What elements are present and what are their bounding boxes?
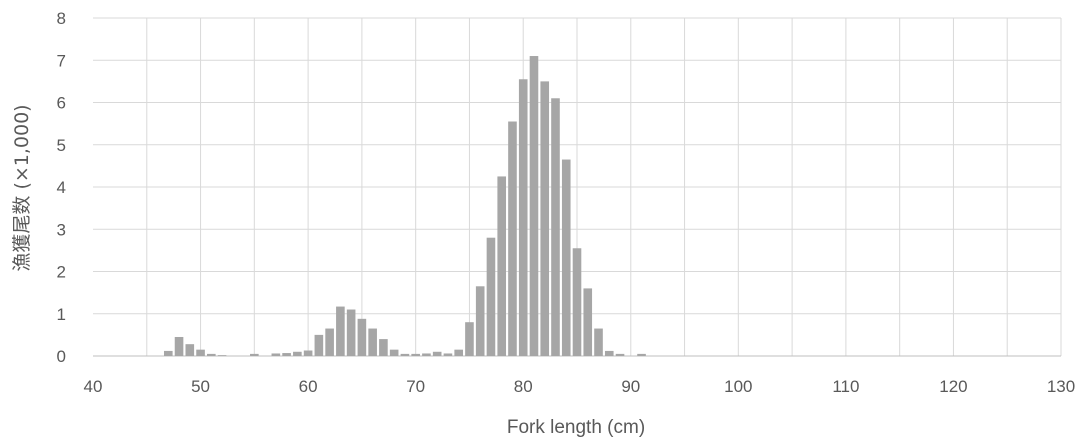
bar [303, 350, 313, 356]
y-tick-label: 5 [57, 136, 66, 155]
bar [637, 353, 646, 356]
bar [346, 309, 356, 356]
x-tick-labels: 40 50 60 70 80 90 100 110 120 130 [84, 377, 1076, 396]
x-tick-label: 130 [1047, 377, 1075, 396]
bar [604, 350, 614, 356]
bar [357, 318, 367, 356]
bar [207, 353, 216, 356]
bar [174, 336, 184, 356]
x-tick-label: 120 [939, 377, 967, 396]
bar [185, 344, 195, 356]
bar [572, 248, 582, 356]
bar [336, 306, 345, 356]
bar [368, 328, 377, 356]
bar [271, 353, 281, 356]
y-axis-title: 漁獲尾数 (×1,000) [11, 104, 33, 271]
y-tick-label: 1 [57, 305, 66, 324]
bar [282, 353, 291, 356]
x-tick-label: 50 [191, 377, 210, 396]
x-tick-label: 60 [299, 377, 318, 396]
bar [293, 351, 302, 356]
bar [443, 353, 453, 356]
bar [540, 81, 550, 356]
x-tick-label: 100 [724, 377, 752, 396]
x-tick-label: 70 [406, 377, 425, 396]
bars [163, 56, 646, 357]
y-tick-labels: 0 1 2 3 4 5 6 7 8 [57, 9, 66, 366]
bar [518, 79, 528, 356]
bar [422, 353, 431, 356]
bar [615, 353, 625, 356]
bar [561, 159, 571, 356]
x-tick-label: 80 [514, 377, 533, 396]
bar [196, 349, 205, 356]
x-tick-label: 90 [621, 377, 640, 396]
bar [163, 350, 173, 356]
bar [389, 349, 399, 356]
x-gridlines [146, 18, 1062, 356]
bar [594, 328, 603, 356]
bar [411, 353, 420, 356]
x-tick-label: 40 [84, 377, 103, 396]
y-tick-label: 7 [57, 51, 66, 70]
x-axis-title: Fork length (cm) [507, 417, 645, 438]
y-tick-label: 8 [57, 9, 66, 28]
bar [497, 176, 507, 356]
bar [508, 121, 517, 356]
y-tick-label: 3 [57, 220, 66, 239]
bar [475, 286, 485, 356]
y-tick-label: 0 [57, 347, 66, 366]
bar [250, 353, 259, 356]
bar [217, 355, 227, 356]
bar [454, 349, 463, 356]
bar [551, 98, 560, 357]
y-tick-label: 4 [57, 178, 66, 197]
bar [314, 334, 324, 356]
bar [529, 56, 539, 357]
bar [379, 339, 388, 356]
bar [400, 353, 410, 356]
bar [432, 351, 442, 356]
bar [583, 288, 593, 356]
x-tick-label: 110 [832, 377, 859, 396]
y-tick-label: 6 [57, 94, 66, 113]
bar [465, 322, 474, 356]
bar [325, 328, 334, 356]
y-tick-label: 2 [57, 263, 66, 282]
bar [486, 237, 496, 356]
